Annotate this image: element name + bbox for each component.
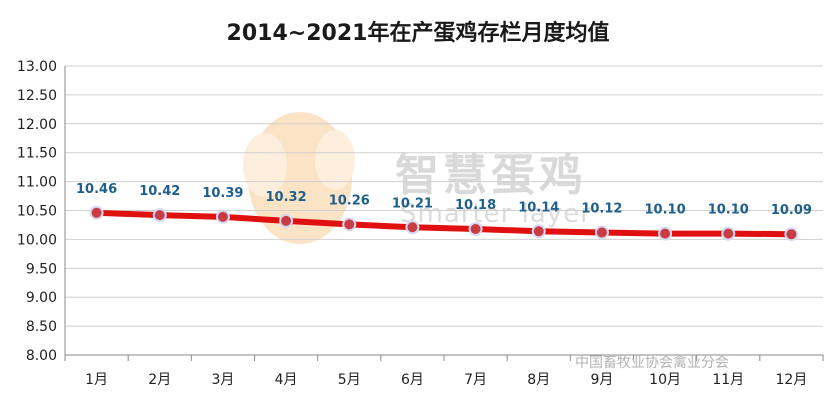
y-axis-ticks: 8.00 8.50 9.00 9.50 10.00 10.50 11.00 11.50 12.0… bbox=[17, 59, 57, 364]
y-tick-label: 13.00 bbox=[17, 59, 57, 75]
x-tick-label: 10月 bbox=[649, 372, 681, 388]
x-tick-label: 2月 bbox=[148, 372, 171, 388]
data-point bbox=[152, 208, 167, 223]
data-label: 10.26 bbox=[329, 193, 370, 208]
data-point bbox=[342, 217, 357, 232]
series-line bbox=[93, 209, 795, 238]
x-tick-label: 8月 bbox=[527, 372, 550, 388]
data-point bbox=[468, 221, 483, 236]
y-tick-label: 9.50 bbox=[26, 261, 57, 277]
x-tick-label: 6月 bbox=[401, 372, 424, 388]
x-tick-label: 11月 bbox=[712, 372, 744, 388]
axes bbox=[64, 66, 824, 361]
x-axis-ticks: 1月 2月 3月 4月 5月 6月 7月 8月 9月 10月 11月 12月 bbox=[85, 372, 807, 388]
x-tick-label: 1月 bbox=[85, 372, 108, 388]
data-label: 10.21 bbox=[392, 196, 433, 211]
y-tick-label: 12.50 bbox=[17, 88, 57, 104]
x-tick-label: 7月 bbox=[464, 372, 487, 388]
y-tick-label: 10.00 bbox=[17, 232, 57, 248]
data-label: 10.14 bbox=[518, 200, 559, 215]
y-tick-label: 9.00 bbox=[26, 290, 57, 306]
data-label: 10.18 bbox=[455, 198, 496, 213]
watermark-text: 智慧蛋鸡 bbox=[395, 150, 587, 201]
data-point bbox=[594, 225, 609, 240]
y-tick-label: 12.00 bbox=[17, 117, 57, 133]
data-label: 10.09 bbox=[771, 203, 812, 218]
grid-lines bbox=[65, 65, 823, 327]
markers bbox=[89, 205, 799, 242]
x-tick-label: 9月 bbox=[590, 372, 613, 388]
data-label: 10.42 bbox=[139, 184, 180, 199]
x-tick-label: 4月 bbox=[275, 372, 298, 388]
data-point bbox=[658, 226, 673, 241]
chart-title: 2014~2021年在产蛋鸡存栏月度均值 bbox=[227, 20, 610, 46]
data-label: 10.10 bbox=[708, 203, 749, 218]
watermark-subtext: Smarter layer bbox=[400, 199, 592, 229]
y-tick-label: 8.00 bbox=[26, 348, 57, 364]
data-label: 10.46 bbox=[76, 182, 117, 197]
data-point bbox=[531, 224, 546, 239]
x-tick-label: 12月 bbox=[776, 372, 808, 388]
y-tick-label: 8.50 bbox=[26, 319, 57, 335]
x-tick-label: 3月 bbox=[211, 372, 234, 388]
data-label: 10.10 bbox=[645, 203, 686, 218]
source-credit: 中国畜牧业协会禽业分会 bbox=[575, 354, 729, 371]
y-tick-label: 10.50 bbox=[17, 204, 57, 220]
data-label: 10.39 bbox=[202, 186, 243, 201]
y-tick-label: 11.50 bbox=[17, 146, 57, 162]
data-point bbox=[89, 205, 104, 220]
data-point bbox=[215, 209, 230, 224]
data-label: 10.32 bbox=[266, 190, 307, 205]
y-tick-label: 11.00 bbox=[17, 175, 57, 191]
data-labels: 10.46 10.42 10.39 10.32 10.26 10.21 10.18 10.14… bbox=[76, 182, 812, 218]
data-point bbox=[405, 220, 420, 235]
series-line-group bbox=[93, 209, 795, 238]
data-point bbox=[279, 213, 294, 228]
data-point bbox=[784, 227, 799, 242]
data-point bbox=[721, 226, 736, 241]
x-tick-label: 5月 bbox=[338, 372, 361, 388]
data-label: 10.12 bbox=[581, 201, 622, 216]
